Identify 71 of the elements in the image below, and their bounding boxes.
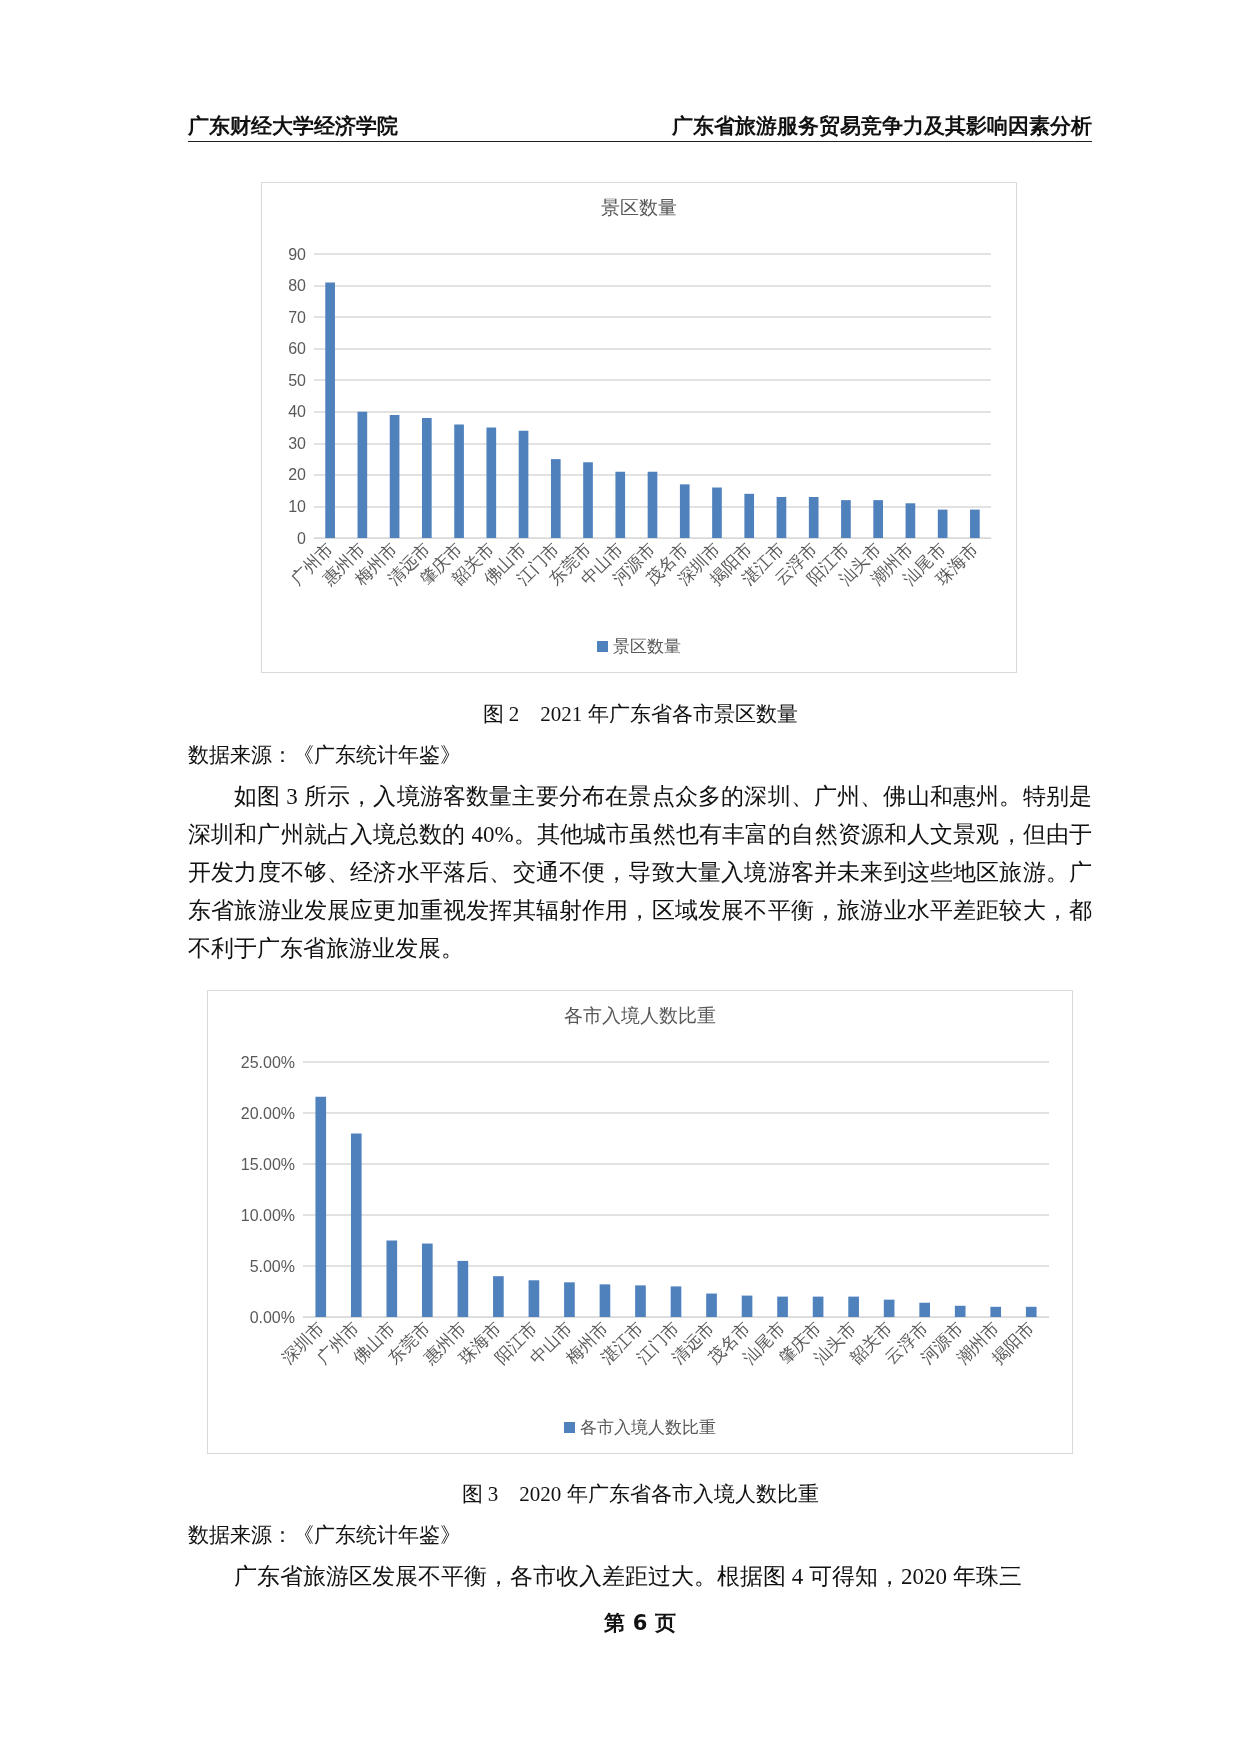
y-tick-label: 70 xyxy=(288,308,307,326)
caption: 图 3 2020 年广东省各市入境人数比重 xyxy=(460,1481,820,1508)
bar xyxy=(706,1293,717,1317)
y-tick-label: 0 xyxy=(297,529,307,547)
y-tick-label: 20.00% xyxy=(240,1104,295,1122)
bar xyxy=(848,1296,859,1317)
bar xyxy=(905,503,916,538)
bar xyxy=(457,1260,469,1317)
y-tick-label: 60 xyxy=(288,340,307,358)
bar xyxy=(518,430,529,538)
bar xyxy=(812,1296,824,1317)
text: 广东省旅游区发展不平衡，各市收入差距过大。根据图 4 可得知，2020 年珠三 xyxy=(233,1563,1023,1591)
bar xyxy=(486,427,497,538)
bar xyxy=(454,424,464,538)
bar xyxy=(841,500,851,538)
bar xyxy=(350,1133,362,1317)
y-tick-label: 5.00% xyxy=(249,1257,295,1275)
y-tick-label: 0.00% xyxy=(249,1308,295,1326)
text: 广东省旅游服务贸易竞争力及其影响因素分析 xyxy=(672,113,1092,140)
bar xyxy=(550,459,561,538)
bar xyxy=(883,1299,895,1317)
bar xyxy=(776,496,787,538)
chart-title: 景区数量 xyxy=(601,197,677,218)
y-tick-label: 50 xyxy=(288,371,307,389)
y-tick-label: 80 xyxy=(288,277,307,295)
source-note: 数据来源：《广东统计年鉴》 xyxy=(188,1522,462,1549)
bar xyxy=(777,1296,788,1317)
bar xyxy=(528,1280,540,1317)
y-tick-label: 10 xyxy=(288,497,307,515)
chart-title: 各市入境人数比重 xyxy=(564,1005,716,1026)
bar xyxy=(954,1305,966,1317)
bar xyxy=(741,1295,753,1317)
bar xyxy=(808,496,819,538)
bar xyxy=(422,1243,433,1317)
bar xyxy=(386,1240,398,1317)
bar xyxy=(670,1286,682,1317)
source-note: 数据来源：《广东统计年鉴》 xyxy=(188,742,462,769)
y-tick-label: 40 xyxy=(288,403,307,421)
bar xyxy=(493,1276,504,1317)
text: 如图 3 所示，入境游客数量主要分布在景点众多的深圳、广州、佛山和惠州。特别是深圳和广州就占入境总数的 40%。其他城市虽然也有丰富的自然资源和人文景观，但由于开发力度不够、经济水平落后、交通不便，导致大量入境游客并未来到这些地区旅游。广东省旅游业发展应更加重视发挥其辐射作用，区域发展不平衡，旅游业水平差距较大，都不利于广东省旅游业发展。 xyxy=(188,783,1092,963)
y-tick-label: 15.00% xyxy=(240,1155,295,1173)
bar xyxy=(712,487,722,538)
legend-label: 景区数量 xyxy=(613,637,681,656)
bar xyxy=(873,500,883,538)
bar xyxy=(990,1306,1002,1317)
bar xyxy=(615,471,626,538)
bar xyxy=(315,1096,327,1317)
bar xyxy=(970,509,980,538)
legend-label: 各市入境人数比重 xyxy=(580,1418,716,1437)
bar xyxy=(422,418,432,538)
bar xyxy=(744,493,755,538)
bar xyxy=(357,411,368,538)
bar xyxy=(647,471,658,538)
bar xyxy=(679,484,690,538)
bar xyxy=(564,1282,575,1317)
y-tick-label: 20 xyxy=(288,466,307,484)
bar xyxy=(583,462,593,538)
bar xyxy=(325,282,335,538)
y-tick-label: 30 xyxy=(288,434,307,452)
bar xyxy=(599,1284,611,1317)
bar xyxy=(919,1302,930,1317)
y-tick-label: 10.00% xyxy=(240,1206,295,1224)
bar xyxy=(937,509,948,538)
bar xyxy=(389,414,400,538)
bar xyxy=(635,1285,646,1317)
y-tick-label: 25.00% xyxy=(240,1053,295,1071)
text: 第 6 页 xyxy=(603,1610,677,1637)
text: 广东财经大学经济学院 xyxy=(188,113,398,140)
bar xyxy=(1025,1306,1037,1317)
caption: 图 2 2021 年广东省各市景区数量 xyxy=(481,701,799,728)
y-tick-label: 90 xyxy=(288,245,307,263)
